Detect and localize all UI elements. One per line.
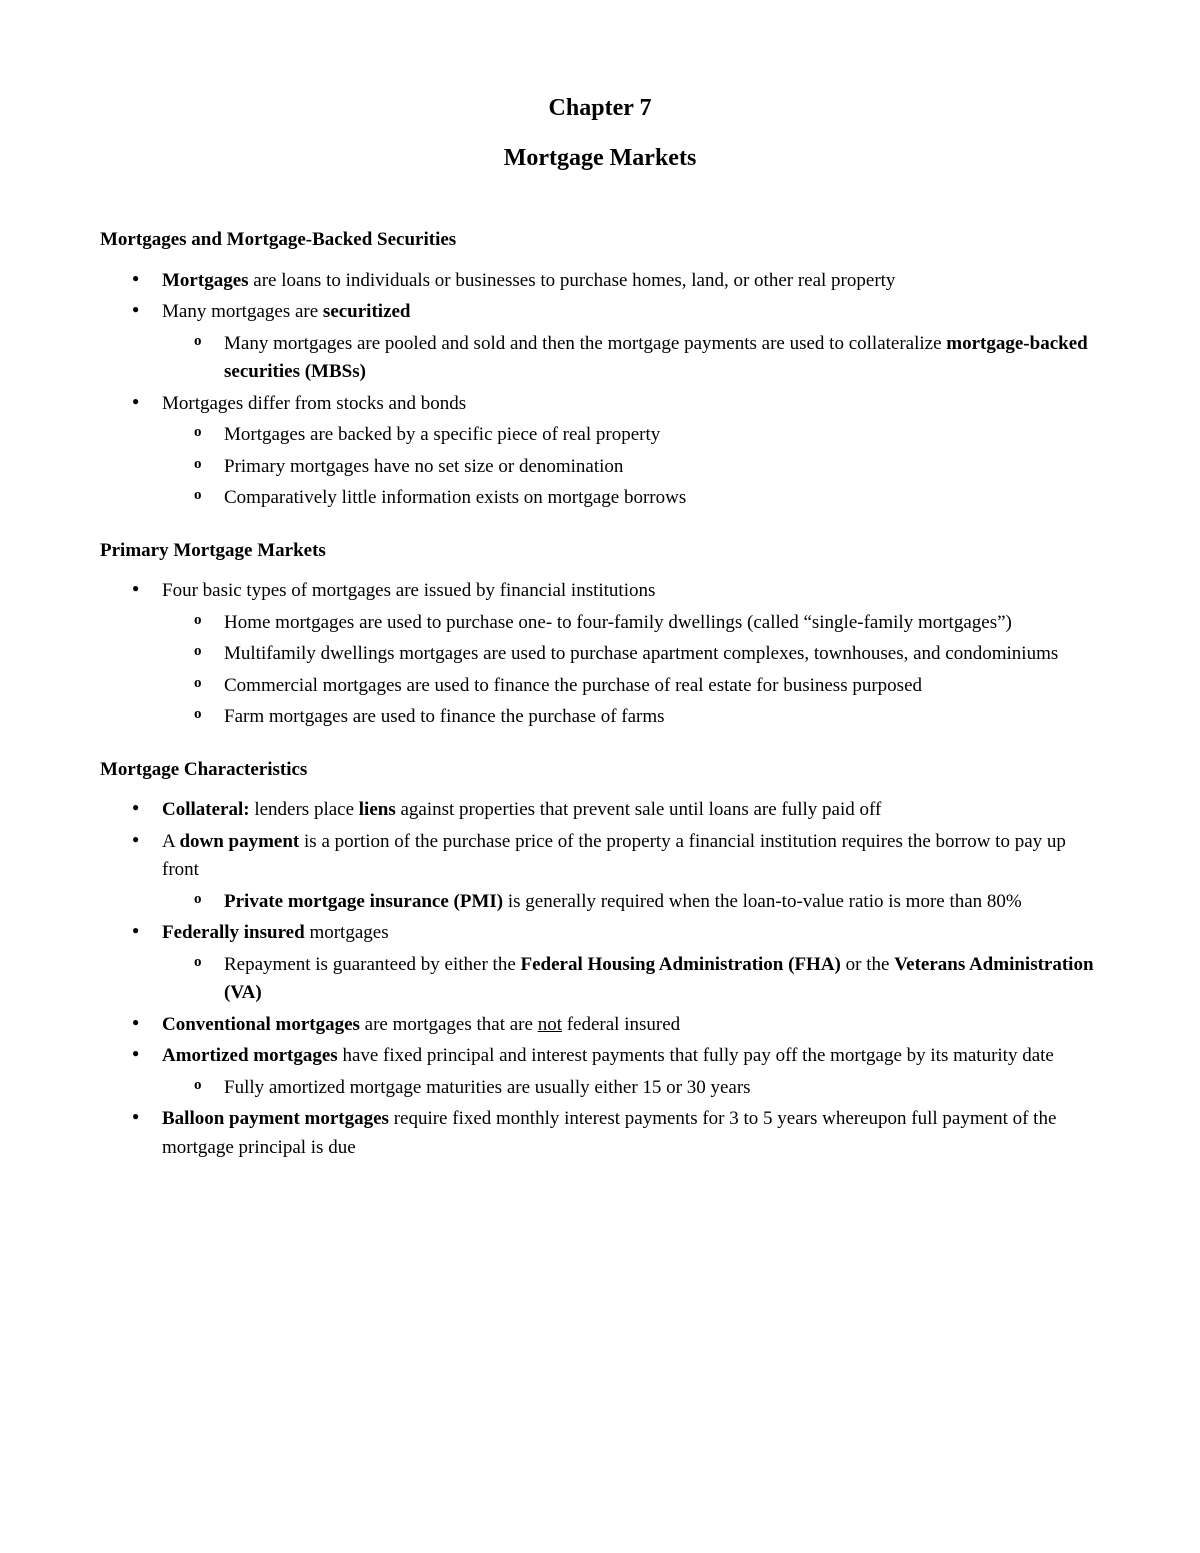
list-item: Mortgages are loans to individuals or bu… (162, 267, 1100, 296)
list-item: Commercial mortgages are used to finance… (224, 672, 1100, 701)
body-text: mortgages (305, 922, 389, 943)
list-item: Collateral: lenders place liens against … (162, 796, 1100, 825)
chapter-title: Chapter 7 (100, 90, 1100, 126)
body-text: Comparatively little information exists … (224, 487, 686, 508)
bold-text: Collateral: (162, 799, 250, 820)
body-text: Many mortgages are pooled and sold and t… (224, 333, 946, 354)
list-item: Multifamily dwellings mortgages are used… (224, 640, 1100, 669)
body-text: Fully amortized mortgage maturities are … (224, 1077, 751, 1098)
list-item: Mortgages differ from stocks and bonds M… (162, 390, 1100, 513)
sublist: Repayment is guaranteed by either the Fe… (162, 951, 1100, 1008)
list-item: Mortgages are backed by a specific piece… (224, 421, 1100, 450)
sublist: Home mortgages are used to purchase one-… (162, 609, 1100, 732)
body-text: Mortgages are backed by a specific piece… (224, 424, 660, 445)
body-text: are mortgages that are (360, 1014, 538, 1035)
body-text: lenders place (250, 799, 359, 820)
body-text: Commercial mortgages are used to finance… (224, 675, 922, 696)
bold-text: securitized (323, 301, 411, 322)
body-text: Mortgages differ from stocks and bonds (162, 393, 466, 414)
list-item: Fully amortized mortgage maturities are … (224, 1074, 1100, 1103)
body-text: against properties that prevent sale unt… (396, 799, 882, 820)
body-text: Four basic types of mortgages are issued… (162, 580, 655, 601)
bold-text: Balloon payment mortgages (162, 1108, 389, 1129)
chapter-subtitle: Mortgage Markets (100, 140, 1100, 176)
list-item: Primary mortgages have no set size or de… (224, 453, 1100, 482)
list-item: Conventional mortgages are mortgages tha… (162, 1011, 1100, 1040)
bold-text: Private mortgage insurance (PMI) (224, 891, 503, 912)
bold-text: Conventional mortgages (162, 1014, 360, 1035)
list-item: Many mortgages are securitized Many mort… (162, 298, 1100, 387)
body-text: Repayment is guaranteed by either the (224, 954, 521, 975)
sublist: Private mortgage insurance (PMI) is gene… (162, 888, 1100, 917)
sublist: Mortgages are backed by a specific piece… (162, 421, 1100, 513)
section-heading-2: Primary Mortgage Markets (100, 537, 1100, 566)
list-item: Comparatively little information exists … (224, 484, 1100, 513)
underline-text: not (538, 1014, 562, 1035)
list-item: A down payment is a portion of the purch… (162, 828, 1100, 917)
bold-text: Federal Housing Administration (FHA) (521, 954, 841, 975)
body-text: federal insured (562, 1014, 680, 1035)
section3-list: Collateral: lenders place liens against … (100, 796, 1100, 1162)
bold-text: Mortgages (162, 270, 249, 291)
list-item: Balloon payment mortgages require fixed … (162, 1105, 1100, 1162)
list-item: Private mortgage insurance (PMI) is gene… (224, 888, 1100, 917)
body-text: are loans to individuals or businesses t… (249, 270, 896, 291)
list-item: Repayment is guaranteed by either the Fe… (224, 951, 1100, 1008)
list-item: Amortized mortgages have fixed principal… (162, 1042, 1100, 1102)
list-item: Many mortgages are pooled and sold and t… (224, 330, 1100, 387)
section1-list: Mortgages are loans to individuals or bu… (100, 267, 1100, 513)
bold-text: liens (359, 799, 396, 820)
section-heading-1: Mortgages and Mortgage-Backed Securities (100, 226, 1100, 255)
body-text: Farm mortgages are used to finance the p… (224, 706, 665, 727)
sublist: Many mortgages are pooled and sold and t… (162, 330, 1100, 387)
section2-list: Four basic types of mortgages are issued… (100, 577, 1100, 732)
bold-text: Amortized mortgages (162, 1045, 338, 1066)
body-text: Home mortgages are used to purchase one-… (224, 612, 1012, 633)
body-text: A (162, 831, 179, 852)
bold-text: down payment (179, 831, 299, 852)
section-heading-3: Mortgage Characteristics (100, 756, 1100, 785)
body-text: Multifamily dwellings mortgages are used… (224, 643, 1058, 664)
body-text: have fixed principal and interest paymen… (338, 1045, 1054, 1066)
body-text: Primary mortgages have no set size or de… (224, 456, 623, 477)
bold-text: Federally insured (162, 922, 305, 943)
list-item: Farm mortgages are used to finance the p… (224, 703, 1100, 732)
body-text: is generally required when the loan-to-v… (503, 891, 1022, 912)
body-text: Many mortgages are (162, 301, 323, 322)
list-item: Federally insured mortgages Repayment is… (162, 919, 1100, 1008)
body-text: or the (841, 954, 894, 975)
list-item: Home mortgages are used to purchase one-… (224, 609, 1100, 638)
list-item: Four basic types of mortgages are issued… (162, 577, 1100, 732)
sublist: Fully amortized mortgage maturities are … (162, 1074, 1100, 1103)
